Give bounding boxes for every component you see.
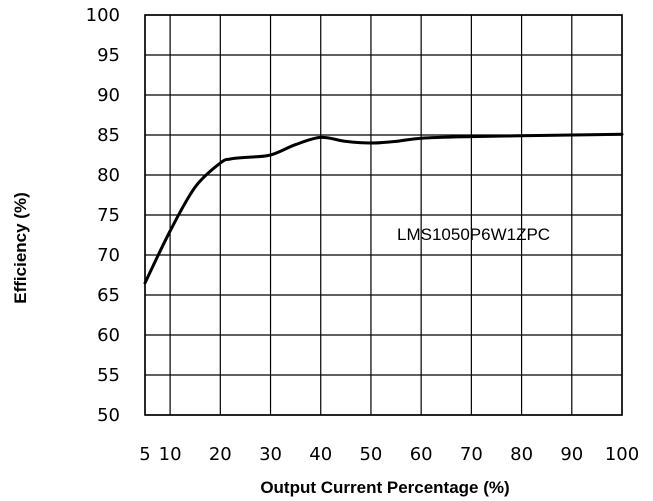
- y-tick-label: 50: [97, 405, 120, 426]
- y-tick-label: 55: [97, 365, 120, 386]
- y-tick-label: 90: [97, 85, 120, 106]
- x-tick-label: 50: [359, 444, 382, 465]
- x-tick-label: 20: [209, 444, 232, 465]
- x-tick-label: 60: [410, 444, 433, 465]
- plot-frame: [144, 14, 623, 416]
- x-tick-label: 5: [139, 444, 150, 465]
- y-axis-title: Efficiency (%): [11, 192, 30, 303]
- x-tick-label: 40: [309, 444, 332, 465]
- x-tick-label: 100: [605, 444, 639, 465]
- series-annotation: LMS1050P6W1ZPC: [397, 225, 550, 244]
- x-tick-labels: 5 10 20 30 40 50 60 70 80 90 100: [139, 444, 639, 465]
- y-tick-labels: 100 95 90 85 80 75 70 65 60 55 50: [86, 5, 120, 426]
- y-tick-label: 100: [86, 5, 120, 26]
- efficiency-series-line: [143, 132, 624, 285]
- chart-grid: [144, 14, 623, 416]
- y-tick-label: 85: [97, 125, 120, 146]
- x-tick-label: 10: [159, 444, 182, 465]
- x-tick-label: 30: [259, 444, 282, 465]
- x-tick-label: 70: [460, 444, 483, 465]
- y-tick-label: 80: [97, 165, 120, 186]
- y-tick-label: 70: [97, 245, 120, 266]
- x-axis-title: Output Current Percentage (%): [260, 478, 509, 497]
- x-tick-label: 90: [560, 444, 583, 465]
- y-tick-label: 75: [97, 205, 120, 226]
- y-tick-label: 95: [97, 45, 120, 66]
- y-tick-label: 65: [97, 285, 120, 306]
- y-tick-label: 60: [97, 325, 120, 346]
- x-tick-label: 80: [510, 444, 533, 465]
- series-lines: [143, 132, 624, 285]
